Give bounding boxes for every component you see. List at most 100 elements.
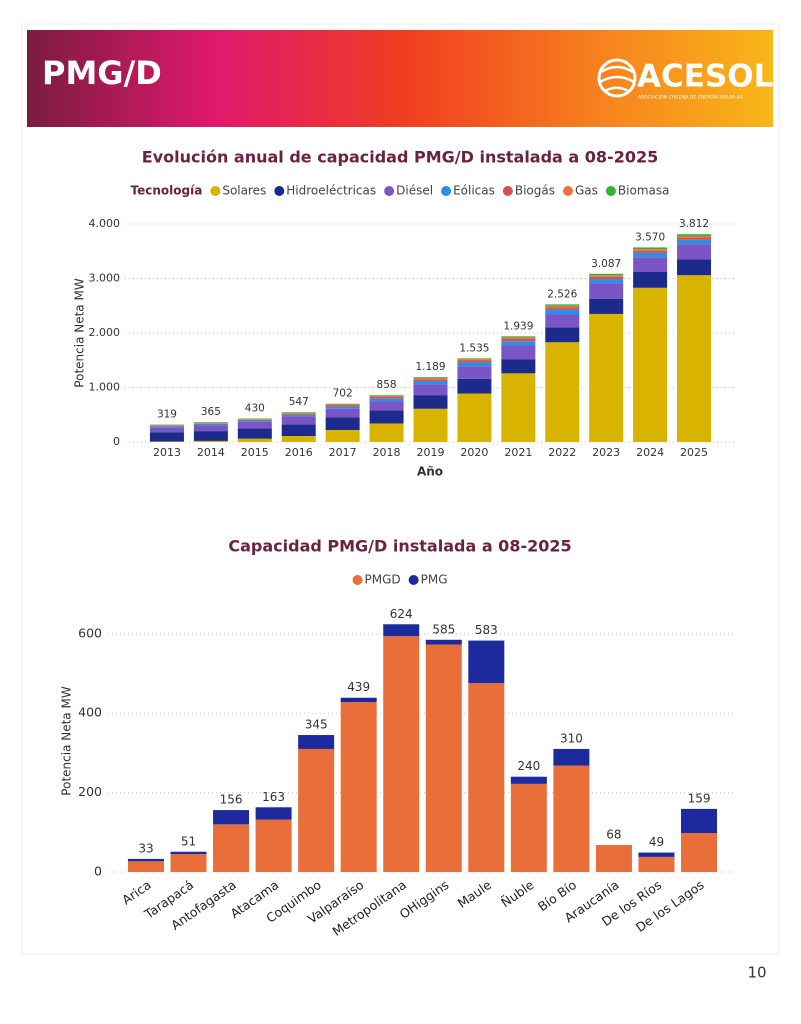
bar-segment: [193, 423, 228, 424]
bar-segment: [255, 819, 292, 872]
bar-segment: [369, 398, 404, 402]
x-tick-label: Arica: [119, 877, 154, 907]
bar-segment: [237, 428, 272, 439]
legend-swatch: [210, 186, 221, 196]
total-label: 583: [475, 623, 498, 637]
total-label: 68: [606, 828, 621, 842]
x-tick-label: Maule: [455, 877, 495, 911]
total-label: 310: [560, 731, 583, 745]
bar-segment: [553, 748, 590, 766]
y-axis-title: Potencia Neta MW: [73, 278, 87, 388]
bar-segment: [468, 640, 505, 684]
bar-segment: [325, 403, 360, 405]
bar-segment: [501, 338, 536, 342]
legend-title: Tecnología: [131, 184, 203, 198]
bar-segment: [193, 423, 228, 426]
logo-text: ACESOL: [637, 59, 773, 95]
bar-segment: [340, 702, 377, 872]
x-axis-title: Año: [417, 465, 443, 479]
legend-label: PMGD: [364, 573, 400, 587]
y-tick-label: 2.000: [89, 326, 121, 339]
bar-segment: [589, 283, 624, 299]
bar-segment: [681, 833, 718, 872]
bar-segment: [545, 309, 580, 315]
bar-segment: [149, 441, 184, 442]
bar-segment: [457, 360, 492, 363]
bar-segment: [633, 252, 668, 258]
x-tick-label: 2023: [592, 446, 620, 459]
total-label: 1.189: [415, 361, 445, 373]
bar-segment: [501, 341, 536, 346]
bar-segment: [237, 421, 272, 429]
bar-segment: [193, 431, 228, 441]
bar-segment: [589, 273, 624, 276]
bar-segment: [677, 234, 712, 236]
total-label: 3.812: [679, 218, 709, 230]
bar-segment: [193, 440, 228, 442]
bar-segment: [545, 342, 580, 442]
bar-segment: [325, 406, 360, 409]
bar-segment: [677, 259, 712, 276]
x-tick-label: 2015: [241, 446, 269, 459]
bar-segment: [633, 257, 668, 272]
x-tick-label: 2019: [417, 446, 445, 459]
legend-label: Eólicas: [453, 184, 495, 198]
bar-segment: [149, 426, 184, 428]
bar-segment: [149, 425, 184, 426]
legend-label: Gas: [575, 184, 598, 198]
legend-label: Biomasa: [618, 184, 670, 198]
y-axis-title: Potencia Neta MW: [60, 686, 74, 796]
y-tick-label: 600: [78, 625, 102, 640]
bar-segment: [413, 395, 448, 409]
bar-segment: [369, 401, 404, 411]
legend-label: PMG: [421, 573, 448, 587]
bar-segment: [325, 417, 360, 431]
x-tick-label: 2017: [329, 446, 357, 459]
bar-segment: [413, 377, 448, 378]
total-label: 624: [390, 607, 413, 621]
bar-segment: [501, 373, 536, 442]
y-tick-label: 0: [113, 435, 120, 448]
legend-swatch: [563, 186, 574, 196]
bar-segment: [468, 683, 505, 872]
legend-label: Solares: [222, 184, 266, 198]
bar-segment: [237, 418, 272, 420]
bar-segment: [457, 358, 492, 360]
bar-segment: [501, 359, 536, 374]
total-label: 365: [201, 406, 221, 418]
bar-segment: [677, 237, 712, 240]
total-label: 33: [138, 841, 153, 855]
logo-icon: [597, 58, 637, 98]
bar-segment: [589, 298, 624, 314]
chart: Evolución anual de capacidad PMG/D insta…: [73, 148, 735, 479]
total-label: 3.087: [591, 258, 621, 270]
x-tick-label: 2020: [460, 446, 488, 459]
bar-segment: [237, 420, 272, 422]
y-tick-label: 200: [78, 784, 102, 799]
legend-label: Diésel: [396, 184, 433, 198]
bar-segment: [501, 345, 536, 360]
bar-segment: [413, 384, 448, 396]
bar-segment: [425, 644, 462, 872]
x-tick-label: 2025: [680, 446, 708, 459]
bar-segment: [193, 425, 228, 432]
total-label: 156: [220, 793, 243, 807]
x-tick-label: 2014: [197, 446, 225, 459]
bar-segment: [170, 854, 207, 872]
bar-segment: [237, 419, 272, 420]
bar-segment: [425, 639, 462, 645]
legend-swatch: [605, 186, 616, 196]
bar-segment: [595, 845, 632, 872]
bar-segment: [457, 359, 492, 361]
bar-segment: [457, 393, 492, 442]
bar-segment: [638, 856, 675, 872]
bar-segment: [589, 279, 624, 284]
bar-segment: [589, 276, 624, 280]
bar-segment: [298, 735, 335, 749]
bar-segment: [127, 858, 164, 862]
x-tick-label: 2013: [153, 446, 181, 459]
legend-swatch: [352, 575, 363, 585]
legend-swatch: [408, 575, 419, 585]
